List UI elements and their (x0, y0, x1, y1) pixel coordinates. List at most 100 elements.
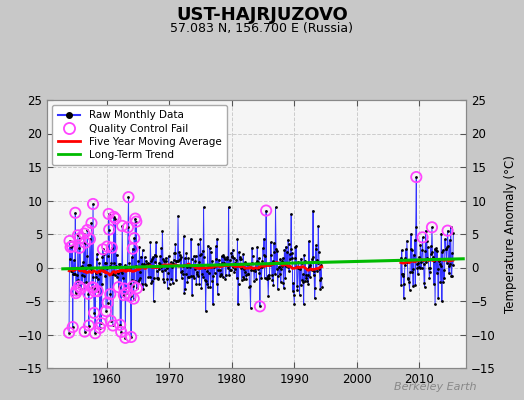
Point (188, 256, 196, 262)
Point (263, 276, 271, 282)
Point (74, 232, 82, 238)
Point (110, 214, 118, 220)
Point (278, 263, 286, 269)
Point (294, 259, 303, 266)
Point (156, 260, 164, 267)
Point (91, 330, 100, 336)
Point (315, 266, 323, 272)
Point (289, 288, 297, 294)
Point (203, 242, 212, 249)
Point (212, 281, 221, 287)
Point (170, 257, 178, 263)
Point (223, 264, 232, 271)
Point (285, 241, 293, 247)
Point (282, 244, 290, 250)
Point (175, 249, 183, 256)
Point (113, 269, 122, 275)
Point (434, 294, 442, 301)
Point (105, 226, 113, 233)
Point (106, 318, 115, 324)
Point (287, 246, 295, 252)
Point (234, 301, 242, 308)
Point (100, 260, 108, 266)
Point (83, 253, 91, 260)
Point (309, 207, 317, 214)
Point (224, 263, 232, 269)
Point (127, 334, 135, 340)
Point (91, 288, 99, 294)
Point (75, 283, 83, 290)
Point (65, 330, 73, 336)
Point (107, 260, 115, 266)
Point (258, 258, 267, 264)
Point (96, 267, 105, 273)
Point (122, 265, 130, 272)
Point (269, 282, 278, 288)
Point (168, 262, 176, 269)
Point (249, 264, 258, 271)
Point (179, 263, 188, 270)
Point (272, 246, 280, 252)
Point (97, 320, 105, 326)
Point (254, 259, 263, 265)
Point (165, 253, 173, 259)
Point (214, 266, 222, 273)
Point (104, 211, 113, 217)
Point (419, 256, 427, 263)
Point (449, 230, 457, 236)
Point (245, 284, 254, 290)
Point (118, 275, 127, 282)
Point (205, 245, 214, 251)
Point (286, 251, 294, 258)
Point (432, 270, 441, 276)
Point (431, 301, 439, 308)
Point (244, 271, 252, 278)
Point (133, 285, 141, 292)
Point (316, 286, 324, 292)
Point (172, 277, 180, 283)
Point (252, 260, 260, 266)
Point (120, 285, 128, 292)
Point (291, 255, 299, 261)
Point (153, 274, 161, 281)
Point (71, 210, 80, 216)
Point (235, 254, 244, 260)
Point (204, 284, 212, 290)
Point (187, 236, 195, 242)
Point (209, 272, 217, 279)
Point (257, 275, 266, 281)
Point (184, 255, 193, 262)
Point (232, 263, 240, 270)
Point (149, 254, 157, 260)
Point (222, 254, 231, 261)
Point (273, 248, 281, 254)
Point (152, 239, 160, 245)
Point (97, 280, 106, 287)
Point (280, 247, 289, 254)
Point (220, 260, 228, 266)
Point (85, 262, 94, 268)
Point (438, 249, 446, 256)
Point (418, 234, 427, 240)
Point (84, 290, 93, 297)
Point (283, 263, 292, 270)
Point (75, 245, 84, 251)
Point (449, 262, 457, 269)
Point (131, 215, 139, 222)
Point (397, 255, 405, 261)
Point (236, 256, 244, 262)
Point (93, 256, 101, 262)
Point (281, 274, 290, 281)
Point (118, 223, 126, 229)
Point (264, 272, 272, 279)
Point (259, 245, 267, 251)
Point (422, 259, 430, 265)
Point (302, 275, 311, 281)
Point (422, 238, 431, 244)
Point (425, 275, 433, 282)
Point (151, 253, 160, 260)
Point (180, 289, 189, 296)
Point (72, 288, 81, 294)
Point (101, 260, 110, 266)
Point (154, 276, 162, 283)
